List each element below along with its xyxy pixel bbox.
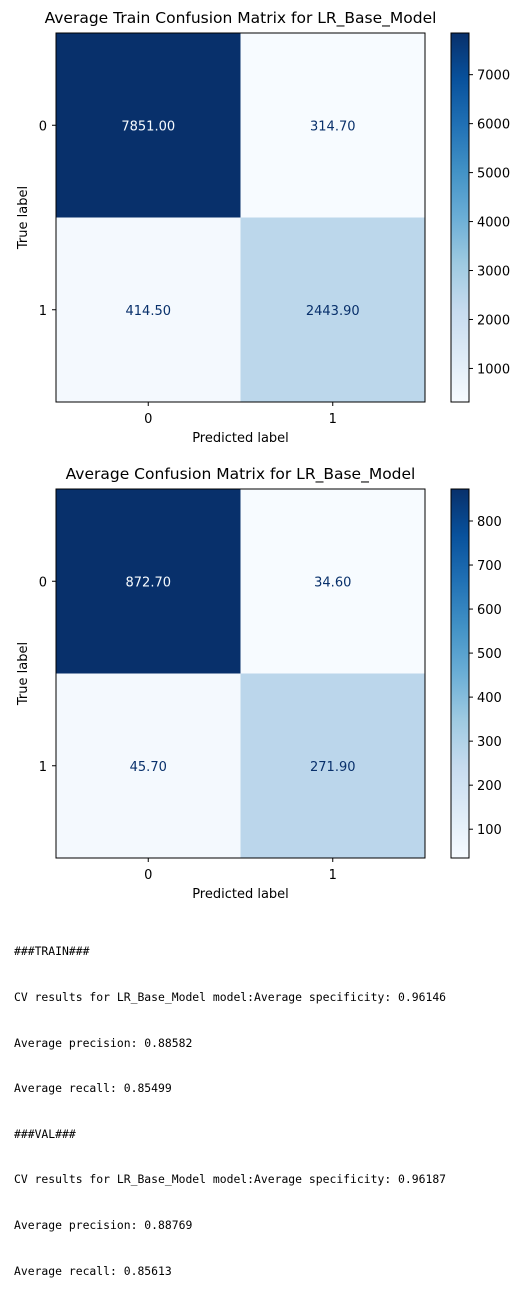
colorbar-tick-label: 6000 [477,118,510,133]
output-line: ###TRAIN### [14,944,90,959]
output-line: Average recall: 0.85499 [14,1081,172,1096]
colorbar-tick-label: 7000 [477,69,510,84]
cell-value-label: 414.50 [126,304,172,319]
heatmap-cell [56,673,241,858]
colorbar-tick-label: 400 [477,691,502,706]
x-tick-label: 0 [144,412,152,427]
colorbar-tick-label: 2000 [477,313,510,328]
x-axis-label: Predicted label [192,887,289,902]
colorbar-tick-label: 5000 [477,167,510,182]
cell-value-label: 7851.00 [121,119,175,134]
y-tick-label: 1 [39,304,47,319]
x-axis-label: Predicted label [192,431,289,446]
heatmap-cell [240,217,425,402]
colorbar-tick-label: 100 [477,823,502,838]
colorbar-tick-label: 800 [477,515,502,530]
colorbar [450,32,470,403]
cell-value-label: 2443.90 [306,304,360,319]
output-line: Average recall: 0.85613 [14,1263,172,1278]
y-tick-label: 0 [39,575,47,590]
confusion-matrix-figure: Average Train Confusion Matrix for LR_Ba… [16,9,510,902]
colorbar-tick-label: 300 [477,735,502,750]
output-line: CV results for LR_Base_Model model:Avera… [14,990,447,1005]
heatmap-cell [240,33,425,218]
cell-value-label: 314.70 [310,119,356,134]
val-confusion-matrix: Average Confusion Matrix for LR_Base_Mod… [16,465,502,902]
cv-results-output: ###TRAIN### CV results for LR_Base_Model… [14,914,446,1294]
chart-title: Average Train Confusion Matrix for LR_Ba… [45,9,437,28]
heatmap-cell [56,217,241,402]
heatmap-cell [240,489,425,674]
y-axis-label: True label [16,186,31,250]
y-tick-label: 1 [39,760,47,775]
colorbar-tick-label: 700 [477,559,502,574]
output-line: Average precision: 0.88582 [14,1035,193,1050]
colorbar-tick-label: 3000 [477,265,510,280]
x-tick-label: 1 [329,412,337,427]
x-tick-label: 0 [144,868,152,883]
chart-title: Average Confusion Matrix for LR_Base_Mod… [66,465,416,484]
heatmap-cell [56,489,241,674]
plot-frame [55,488,426,859]
colorbar [450,488,470,859]
output-line: CV results for LR_Base_Model model:Avera… [14,1172,447,1187]
colorbar-tick-label: 200 [477,779,502,794]
cell-value-label: 872.70 [126,575,172,590]
y-tick-label: 0 [39,119,47,134]
train-confusion-matrix: Average Train Confusion Matrix for LR_Ba… [16,9,510,446]
plot-frame [55,32,426,403]
y-axis-label: True label [16,642,31,706]
x-tick-label: 1 [329,868,337,883]
colorbar-tick-label: 1000 [477,362,510,377]
cell-value-label: 271.90 [310,760,356,775]
output-line: Average precision: 0.88769 [14,1218,193,1233]
colorbar-tick-label: 4000 [477,216,510,231]
heatmap-cell [56,33,241,218]
cell-value-label: 45.70 [130,760,167,775]
colorbar-tick-label: 500 [477,647,502,662]
output-line: ###VAL### [14,1126,76,1141]
colorbar-tick-label: 600 [477,603,502,618]
heatmap-cell [240,673,425,858]
cell-value-label: 34.60 [314,575,351,590]
